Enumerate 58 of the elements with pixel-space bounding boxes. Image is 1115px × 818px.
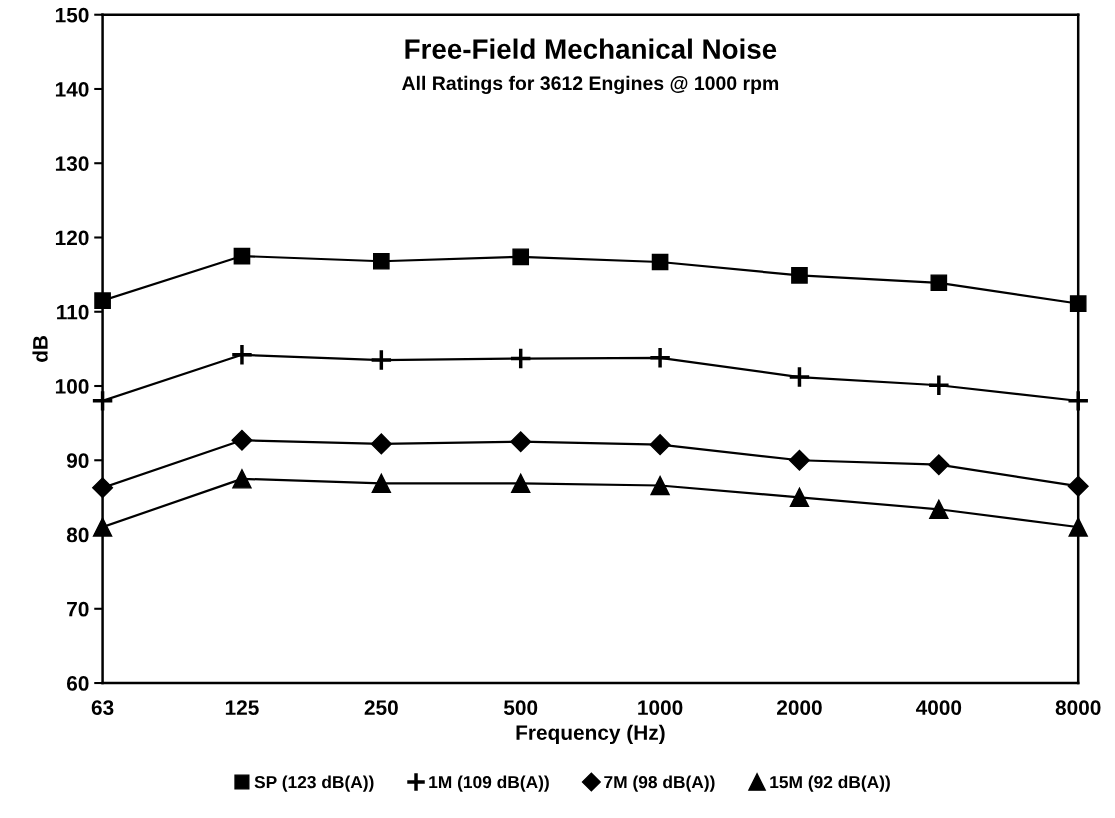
point — [233, 247, 251, 265]
x-tick-label: 4000 — [915, 700, 962, 715]
text: All Ratings for 3612 Engines @ 1000 rpm — [402, 75, 779, 94]
y-tick-label: 90 — [66, 453, 89, 469]
point — [371, 473, 392, 494]
point — [787, 365, 811, 389]
legend-label: 15M (92 dB(A)) — [770, 775, 890, 792]
legend-label: 1M (109 dB(A)) — [429, 775, 549, 792]
y-tick-label: 60 — [66, 676, 89, 691]
point — [91, 389, 115, 413]
point — [789, 487, 810, 508]
point — [512, 248, 530, 266]
x-tick-label: 8000 — [1055, 700, 1101, 715]
x-tick-label: 125 — [225, 700, 259, 715]
y-tick-label: 110 — [57, 304, 89, 320]
point — [370, 433, 392, 455]
x-tick-label: 2000 — [777, 700, 822, 715]
point — [509, 347, 533, 370]
x-tick-label: 250 — [364, 700, 398, 715]
point — [930, 274, 948, 292]
point — [928, 454, 950, 476]
point — [1068, 517, 1088, 537]
y-axis-title: dB — [32, 335, 48, 362]
point — [1067, 475, 1089, 497]
point — [92, 517, 113, 537]
point — [649, 434, 671, 456]
point — [369, 348, 393, 372]
point — [929, 499, 949, 519]
x-tick-label: 63 — [91, 700, 114, 716]
y-tick-label: 100 — [55, 379, 89, 394]
x-tick-label: 1000 — [638, 700, 683, 715]
point — [788, 449, 810, 471]
point — [232, 469, 252, 489]
point — [230, 343, 254, 367]
y-tick-label: 70 — [67, 601, 89, 617]
x-axis-title: Frequency (Hz) — [516, 724, 665, 745]
point — [372, 252, 390, 270]
y-tick-label: 80 — [66, 527, 89, 543]
point — [92, 477, 114, 499]
point — [510, 473, 531, 494]
point — [510, 431, 532, 453]
point — [648, 346, 672, 370]
y-tick-label: 150 — [55, 7, 89, 23]
y-tick-label: 120 — [55, 230, 89, 246]
x-tick-label: 500 — [503, 700, 538, 715]
point — [1069, 295, 1087, 312]
y-tick-label: 130 — [55, 156, 89, 172]
point — [94, 292, 111, 309]
text: Free-Field Mechanical Noise — [405, 38, 777, 59]
point — [1066, 389, 1090, 413]
point — [650, 475, 670, 496]
point — [927, 373, 951, 397]
legend-label: 7M (98 dB(A)) — [604, 775, 715, 792]
point — [651, 253, 669, 271]
legend-label: SP (123 dB(A)) — [254, 775, 374, 792]
point — [231, 429, 253, 451]
point — [791, 267, 808, 284]
y-tick-label: 140 — [55, 81, 89, 97]
